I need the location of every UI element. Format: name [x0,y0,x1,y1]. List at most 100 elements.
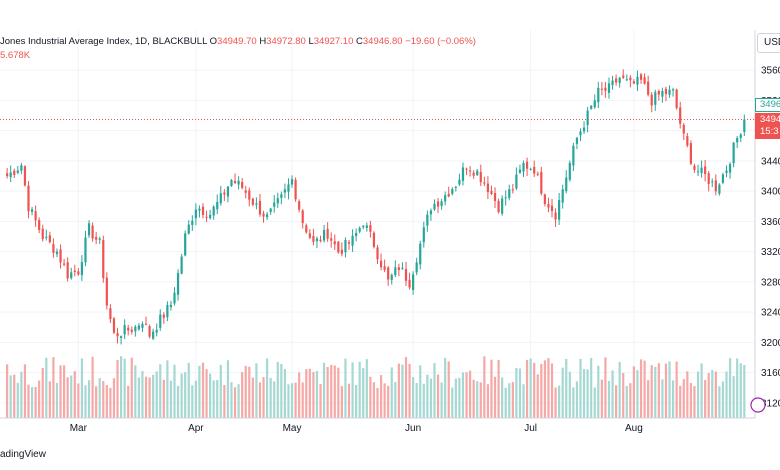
candle-body [184,233,187,256]
candle-body [451,189,454,194]
volume-bar [27,384,30,418]
candle-body [554,212,557,220]
price-tick-label: 3160 [761,368,780,379]
candle-body [258,200,262,215]
price-tick-label: 3280 [761,277,780,288]
volume-bar [632,366,636,418]
volume-bar [582,369,586,418]
candle-body [639,74,643,80]
candle-body [280,194,283,198]
volume-bar [728,358,732,418]
volume-bar [533,362,536,418]
volume-bar [308,368,311,418]
open-value: 34949.70 [217,36,257,47]
candle-body [397,267,400,271]
candle-body [668,89,671,95]
candle-body [230,179,233,187]
volume-bar [269,377,272,418]
price-tick-label: 3440 [761,156,780,167]
candle-body [604,87,607,91]
candle-body [169,304,173,308]
volume-bar [664,363,668,418]
candle-body [376,247,379,260]
price-tick-label: 3240 [761,308,780,319]
candle-body [579,131,582,136]
candle-body [707,173,710,184]
candle-body [711,181,714,183]
candle-body [743,119,746,133]
candle-body [62,263,66,265]
volume-bar [123,358,126,418]
volume-bar [654,366,657,418]
volume-bar [408,363,411,418]
volume-bar [419,365,422,418]
volume-bar [689,382,693,418]
time-tick-label: May [283,423,302,434]
candle-body [216,201,219,210]
time-axis[interactable]: Mar Apr May Jun Jul Aug [70,423,643,434]
candle-body [116,333,119,337]
volume-bar [636,370,639,418]
candle-body [390,274,393,280]
candle-body [504,197,507,199]
candle-body [152,331,155,339]
volume-bar [540,363,543,418]
go-to-realtime-icon[interactable] [750,397,766,413]
volume-bar [73,371,76,418]
volume-bar [347,383,351,418]
candle-body [547,204,550,208]
candle-body [693,165,696,171]
candle-body [718,184,721,194]
volume-bar [394,382,397,418]
candle-body [533,166,536,174]
candle-body [112,318,116,333]
candle-body [162,314,165,318]
candle-body [472,172,475,176]
volume-bar [454,378,457,418]
volume-bar [704,380,707,418]
volume-bar [650,365,653,418]
volume-bar [397,363,400,418]
volume-bar [333,365,336,418]
volume-bar [276,361,279,418]
volume-bar [305,369,308,418]
volume-bar [721,381,725,418]
candle-body [458,179,461,185]
currency-button[interactable]: USD [757,33,780,53]
time-tick-label: Aug [625,423,643,434]
volume-bar [671,380,675,418]
candle-body [87,223,91,236]
candle-body [144,323,148,325]
volume-bar [162,379,165,418]
volume-bar [9,375,12,418]
candle-body [358,228,361,232]
close-value: 34946.80 [362,36,403,47]
candle-body [632,81,636,84]
volume-bar [141,370,144,418]
volume-bar [379,375,383,418]
volume-bar [508,383,511,418]
volume-bar [159,364,162,418]
volume-bar [372,382,376,418]
volume-bar [522,384,525,418]
volume-bar [66,377,69,418]
candle-body [333,241,336,245]
tradingview-logo[interactable]: adingView [0,449,46,460]
volume-bar [344,358,347,418]
volume-bar [262,377,265,418]
volume-bar [422,383,425,418]
candle-body [654,92,657,105]
candle-body [27,185,30,212]
candle-body [212,206,215,216]
volume-bar [319,384,322,418]
volume-bar [679,385,682,418]
candle-body [198,208,201,211]
volume-bar [625,385,628,418]
volume-bar [148,377,151,418]
candle-body [671,89,675,91]
candle-body [41,228,44,240]
volume-bar [45,357,48,418]
volume-bar [166,360,169,418]
candle-body [615,78,618,83]
